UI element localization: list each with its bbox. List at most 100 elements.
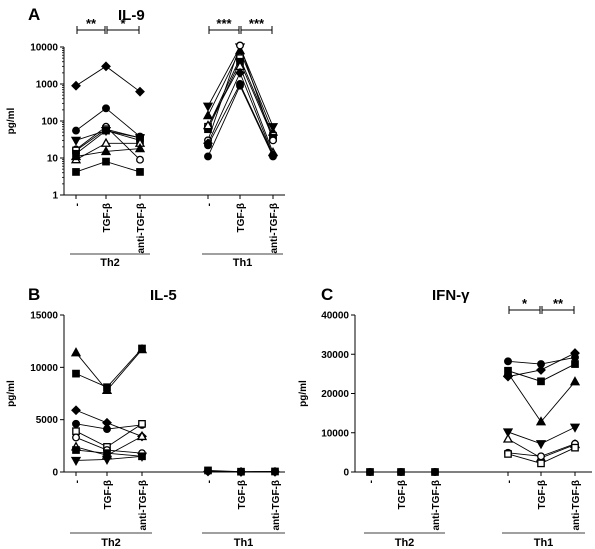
group-label: Th2 — [100, 257, 120, 269]
data-point — [397, 468, 405, 476]
y-tick-label: 30000 — [321, 350, 349, 361]
data-point — [72, 427, 80, 436]
data-point — [70, 347, 82, 357]
y-tick-label: 10000 — [30, 43, 58, 54]
y-tick-label: 100 — [41, 117, 58, 128]
category-label: TGF-β — [103, 480, 114, 509]
data-point — [135, 86, 145, 97]
category-label: - — [366, 480, 377, 483]
y-tick-label: 10000 — [321, 428, 349, 439]
data-point — [203, 466, 213, 477]
data-point — [269, 136, 277, 145]
category-label: anti-TGF-β — [136, 203, 147, 254]
group-th2: - TGF-β anti-TGF-β Th2 — [70, 344, 152, 549]
panel-letter: A — [28, 5, 40, 24]
y-tick-label: 15000 — [30, 311, 58, 322]
y-tick-label: 0 — [343, 468, 349, 479]
category-label: - — [204, 480, 215, 483]
significance-label: ** — [553, 296, 564, 311]
data-point — [72, 446, 80, 454]
data-point — [204, 141, 212, 150]
group-label: Th1 — [233, 257, 253, 269]
chart-title: IL-9 — [118, 7, 145, 24]
series-line — [75, 348, 143, 388]
category-label: anti-TGF-β — [271, 480, 282, 531]
y-axis-label: pg/ml — [6, 107, 17, 134]
data-point — [536, 365, 546, 375]
data-point — [202, 102, 214, 112]
category-label: - — [72, 480, 83, 483]
data-point — [431, 468, 439, 476]
category-label: TGF-β — [236, 203, 247, 232]
group-th1: - TGF-β anti-TGF-β Th1 — [202, 466, 285, 549]
y-tick-label: 1000 — [36, 80, 59, 91]
category-label: anti-TGF-β — [269, 203, 280, 254]
data-point — [270, 466, 280, 477]
panel-b: B IL-5 0 5000 10000 15000 pg/ml - TGF-β anti-TGF-… — [6, 285, 285, 549]
group-th2: - TGF-β anti-TGF-β Th2 — [364, 468, 445, 549]
data-point — [535, 416, 547, 426]
data-point — [102, 104, 110, 113]
data-point — [103, 449, 111, 458]
category-label: - — [504, 480, 515, 483]
data-point — [138, 344, 146, 353]
data-point — [535, 440, 547, 450]
significance-label: *** — [216, 16, 232, 31]
data-point — [504, 357, 512, 366]
category-label: anti-TGF-β — [138, 480, 149, 531]
data-point — [70, 136, 82, 146]
data-point — [138, 420, 146, 428]
data-point — [71, 405, 81, 416]
data-point — [72, 369, 80, 378]
data-point — [236, 81, 244, 90]
data-point — [70, 150, 82, 161]
group-label: Th1 — [534, 537, 554, 549]
data-point — [569, 376, 581, 386]
data-point — [537, 452, 545, 461]
series-line — [75, 65, 141, 93]
category-label: TGF-β — [102, 203, 113, 232]
data-point — [571, 360, 579, 368]
data-point — [136, 155, 144, 164]
y-tick-label: 10 — [47, 154, 59, 165]
data-point — [72, 419, 80, 428]
data-point — [236, 466, 246, 477]
data-point — [366, 468, 374, 476]
data-point — [502, 367, 514, 377]
category-label: anti-TGF-β — [571, 480, 582, 531]
data-point — [70, 456, 82, 467]
panel-letter: C — [321, 285, 333, 304]
data-point — [103, 383, 111, 392]
data-point — [102, 126, 110, 135]
data-point — [569, 423, 581, 433]
data-point — [570, 348, 580, 358]
data-point — [504, 450, 512, 458]
y-tick-label: 0 — [52, 468, 58, 479]
data-point — [71, 80, 81, 91]
y-tick-label: 10000 — [30, 363, 58, 374]
significance-label: * — [522, 296, 528, 311]
series-line — [207, 82, 274, 156]
category-label: anti-TGF-β — [431, 480, 442, 531]
category-label: TGF-β — [397, 480, 408, 509]
panel-a: A IL-9 1 10 100 1000 10000 pg/ml - TGF-β anti-TGF-… — [6, 5, 285, 269]
data-point — [537, 459, 545, 468]
data-point — [102, 157, 110, 166]
data-point — [204, 152, 212, 161]
panel-letter: B — [28, 285, 40, 304]
data-point — [502, 428, 514, 438]
data-point — [100, 145, 112, 156]
data-point — [571, 443, 579, 452]
data-point — [101, 455, 113, 465]
group-th1: - TGF-β anti-TGF-β Th1 *** *** — [202, 16, 283, 269]
data-point — [202, 110, 214, 120]
data-point — [269, 152, 277, 161]
y-axis-label: pg/ml — [298, 380, 309, 407]
y-tick-label: 40000 — [321, 311, 349, 322]
data-point — [103, 425, 111, 434]
chart-title: IFN-γ — [432, 287, 470, 304]
group-label: Th1 — [234, 537, 254, 549]
